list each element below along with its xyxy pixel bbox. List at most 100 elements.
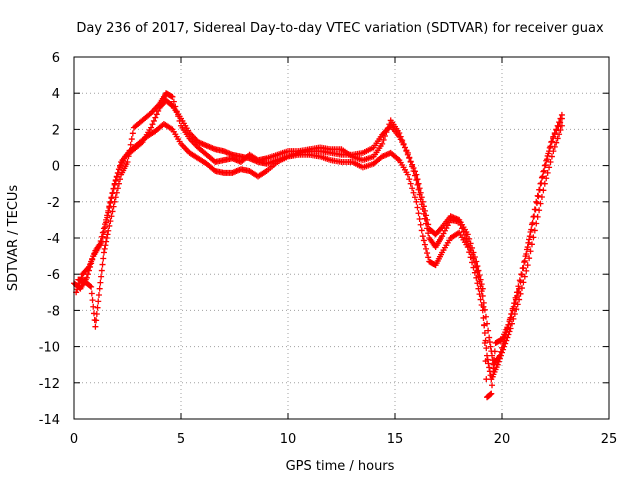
data-point bbox=[538, 180, 545, 187]
data-point bbox=[489, 373, 496, 380]
data-point bbox=[545, 150, 552, 157]
data-point bbox=[539, 173, 546, 180]
data-point bbox=[495, 358, 502, 365]
data-point bbox=[419, 198, 426, 205]
data-point bbox=[106, 222, 113, 229]
data-point bbox=[380, 136, 387, 143]
data-point bbox=[533, 198, 540, 205]
data-point bbox=[153, 111, 160, 118]
data-point bbox=[410, 189, 417, 196]
x-axis-label: GPS time / hours bbox=[286, 459, 395, 474]
data-point bbox=[107, 218, 114, 225]
data-point bbox=[124, 158, 131, 165]
data-point bbox=[533, 200, 540, 207]
series-3 bbox=[75, 90, 565, 401]
data-point bbox=[516, 296, 523, 303]
data-point bbox=[384, 125, 391, 132]
data-point bbox=[509, 305, 516, 312]
data-point bbox=[421, 207, 428, 214]
data-point bbox=[470, 264, 477, 271]
x-tick-label: 10 bbox=[280, 432, 297, 447]
data-point bbox=[557, 119, 564, 126]
data-point bbox=[404, 171, 411, 178]
x-tick-label: 20 bbox=[494, 432, 511, 447]
data-point bbox=[99, 261, 106, 268]
data-point bbox=[97, 279, 104, 286]
y-tick-label: -8 bbox=[47, 304, 60, 319]
data-point bbox=[487, 343, 494, 350]
data-point bbox=[84, 265, 91, 272]
data-point bbox=[413, 177, 420, 184]
data-point bbox=[413, 198, 420, 205]
data-point bbox=[175, 113, 182, 120]
data-point bbox=[415, 180, 422, 187]
data-point bbox=[414, 176, 421, 183]
data-point bbox=[482, 358, 489, 365]
data-point bbox=[473, 258, 480, 265]
data-point bbox=[87, 282, 94, 289]
data-point bbox=[90, 303, 97, 310]
data-point bbox=[173, 108, 180, 115]
y-tick-label: 2 bbox=[52, 123, 60, 138]
data-point bbox=[75, 283, 82, 290]
data-point bbox=[497, 352, 504, 359]
data-point bbox=[400, 140, 407, 147]
data-point bbox=[479, 292, 486, 299]
data-point bbox=[503, 337, 510, 344]
data-point bbox=[519, 265, 526, 272]
data-point bbox=[553, 127, 560, 134]
data-point bbox=[520, 279, 527, 286]
data-point bbox=[481, 330, 488, 337]
data-point bbox=[150, 117, 157, 124]
data-point bbox=[529, 219, 536, 226]
data-point bbox=[546, 144, 553, 151]
data-point bbox=[481, 321, 488, 328]
y-tick-label: -10 bbox=[39, 341, 60, 356]
data-point bbox=[490, 365, 497, 372]
data-point bbox=[88, 290, 95, 297]
data-point bbox=[117, 176, 124, 183]
data-point bbox=[115, 166, 122, 173]
data-point bbox=[98, 267, 105, 274]
data-point bbox=[486, 334, 493, 341]
data-point bbox=[548, 139, 555, 146]
data-point bbox=[516, 277, 523, 284]
data-point bbox=[526, 233, 533, 240]
y-tick-label: -6 bbox=[47, 268, 60, 283]
data-points bbox=[71, 90, 565, 401]
data-point bbox=[424, 250, 431, 257]
y-axis-label: SDTVAR / TECUs bbox=[6, 185, 21, 292]
data-point bbox=[409, 185, 416, 192]
data-point bbox=[491, 356, 498, 363]
data-point bbox=[486, 339, 493, 346]
data-point bbox=[404, 151, 411, 158]
x-tick-label: 0 bbox=[70, 432, 78, 447]
data-point bbox=[108, 195, 115, 202]
data-point bbox=[480, 314, 487, 321]
data-point bbox=[113, 173, 120, 180]
data-point bbox=[91, 250, 98, 257]
data-point bbox=[406, 176, 413, 183]
data-point bbox=[106, 204, 113, 211]
data-point bbox=[508, 311, 515, 318]
plot-frame bbox=[73, 56, 610, 420]
data-point bbox=[500, 346, 507, 353]
data-point bbox=[110, 203, 117, 210]
data-point bbox=[113, 189, 120, 196]
data-point bbox=[506, 316, 513, 323]
data-point bbox=[513, 289, 520, 296]
data-point bbox=[109, 208, 116, 215]
data-point bbox=[117, 162, 124, 169]
data-point bbox=[100, 228, 107, 235]
data-point bbox=[102, 242, 109, 249]
data-point bbox=[469, 259, 476, 266]
data-point bbox=[531, 213, 538, 220]
data-point bbox=[522, 253, 529, 260]
data-point bbox=[105, 209, 112, 216]
data-point bbox=[501, 343, 508, 350]
data-point bbox=[423, 212, 430, 219]
data-point bbox=[74, 286, 81, 293]
chart-title: Day 236 of 2017, Sidereal Day-to-day VTE… bbox=[76, 21, 604, 36]
data-point bbox=[407, 158, 414, 165]
data-point bbox=[486, 364, 493, 371]
